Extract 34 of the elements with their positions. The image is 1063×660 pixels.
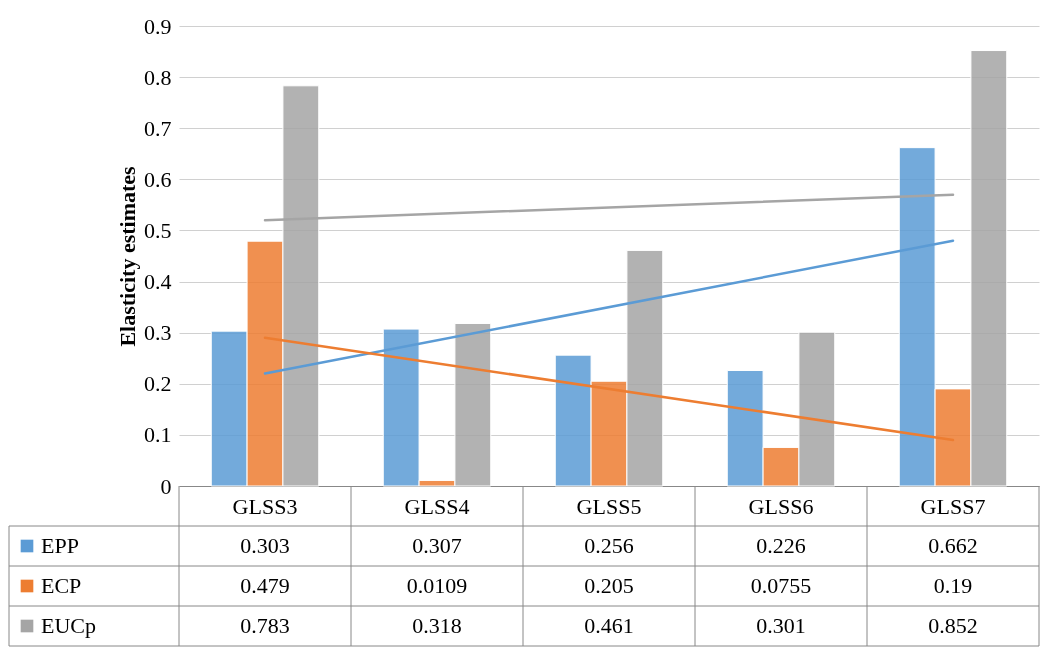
y-tick-label: 0.3 — [144, 320, 172, 346]
y-tick-label: 0.7 — [144, 115, 172, 141]
data-label: 0.307 — [412, 533, 462, 558]
data-label: 0.205 — [584, 573, 634, 598]
y-tick-label: 0.9 — [144, 13, 172, 39]
legend-label: EUCp — [41, 613, 96, 638]
data-label: 0.0755 — [750, 573, 812, 598]
data-label: 0.256 — [584, 533, 634, 558]
x-tick-label: GLSS6 — [748, 493, 814, 519]
data-label: 0.461 — [584, 613, 634, 638]
x-tick-label: GLSS5 — [576, 493, 642, 519]
data-label: 0.318 — [412, 613, 462, 638]
legend-label: EPP — [41, 533, 79, 558]
x-tick-label: GLSS7 — [920, 493, 986, 519]
y-tick-label: 0.5 — [144, 217, 172, 243]
y-tick-label: 0.1 — [144, 422, 172, 448]
data-label: 0.301 — [756, 613, 806, 638]
data-label: 0.852 — [928, 613, 978, 638]
y-axis-title: Elasticity estimates — [115, 165, 140, 347]
y-tick-label: 0.8 — [144, 64, 172, 90]
data-label: 0.303 — [240, 533, 290, 558]
y-tick-label: 0 — [160, 473, 172, 499]
data-label: 0.662 — [928, 533, 978, 558]
x-tick-label: GLSS3 — [232, 493, 298, 519]
data-label: 0.19 — [933, 573, 973, 598]
y-tick-label: 0.4 — [144, 269, 172, 295]
y-tick-label: 0.6 — [144, 166, 172, 192]
data-label: 0.479 — [240, 573, 290, 598]
data-label: 0.226 — [756, 533, 806, 558]
data-label: 0.783 — [240, 613, 290, 638]
data-label: 0.0109 — [406, 573, 468, 598]
legend-label: ECP — [41, 573, 82, 598]
y-tick-label: 0.2 — [144, 371, 172, 397]
x-tick-label: GLSS4 — [404, 493, 470, 519]
